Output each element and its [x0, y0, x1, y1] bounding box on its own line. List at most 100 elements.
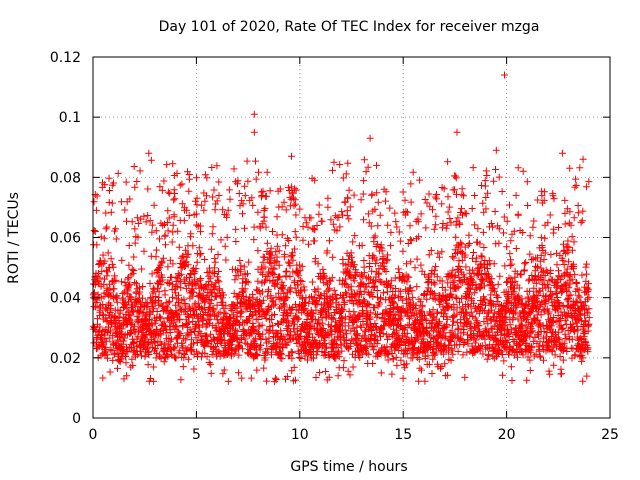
data-point: [519, 167, 527, 175]
data-point: [490, 177, 498, 185]
data-point: [125, 242, 133, 249]
data-point: [298, 277, 306, 285]
data-point: [190, 365, 198, 373]
data-point: [501, 71, 508, 79]
data-point: [237, 262, 245, 270]
data-point: [435, 319, 443, 327]
data-point: [470, 299, 478, 307]
data-point: [169, 281, 177, 289]
data-point: [553, 294, 561, 301]
data-point: [548, 290, 556, 298]
data-point: [571, 183, 579, 191]
data-point: [567, 291, 575, 299]
data-point: [264, 272, 272, 280]
data-point: [112, 293, 120, 301]
data-point: [267, 259, 275, 267]
data-point: [107, 327, 114, 335]
data-point: [235, 351, 243, 359]
data-point: [367, 288, 375, 296]
data-point: [561, 330, 569, 338]
data-point: [479, 199, 487, 207]
data-point: [312, 351, 320, 359]
data-point: [150, 377, 158, 385]
data-point: [147, 156, 155, 164]
data-point: [327, 216, 335, 224]
data-point: [584, 295, 591, 303]
data-point: [394, 265, 402, 273]
data-point: [250, 327, 258, 335]
data-point: [145, 149, 153, 157]
data-point: [319, 265, 327, 273]
data-point: [418, 301, 426, 309]
data-point: [211, 311, 218, 319]
data-point: [241, 335, 249, 343]
data-point: [164, 353, 172, 360]
data-point: [510, 227, 518, 235]
data-point: [402, 208, 410, 215]
data-point: [250, 236, 258, 244]
data-point: [185, 303, 193, 311]
data-point: [155, 265, 163, 273]
data-point: [432, 221, 440, 229]
data-point: [477, 260, 485, 268]
data-point: [219, 370, 227, 378]
data-point: [367, 309, 375, 317]
data-point: [484, 320, 492, 328]
data-point: [351, 232, 359, 240]
data-point: [278, 355, 286, 363]
data-point: [561, 317, 569, 325]
data-point: [325, 284, 333, 292]
data-point: [196, 222, 204, 230]
data-point: [171, 195, 179, 203]
data-point: [312, 374, 320, 381]
data-point: [339, 364, 347, 372]
data-point: [567, 221, 575, 229]
data-point: [185, 281, 193, 289]
data-point: [405, 288, 413, 295]
data-point: [285, 322, 293, 330]
data-point: [526, 356, 534, 364]
data-point: [291, 200, 299, 208]
data-point: [90, 227, 98, 234]
data-point: [166, 256, 174, 264]
data-point: [216, 285, 224, 293]
data-point: [550, 195, 558, 203]
data-point: [519, 229, 527, 236]
data-point: [316, 369, 324, 376]
data-point: [275, 247, 283, 255]
data-point: [374, 353, 382, 360]
data-point: [319, 325, 327, 332]
y-tick-label: 0: [72, 411, 81, 427]
data-point: [507, 237, 515, 245]
data-point: [577, 218, 585, 226]
data-point: [279, 282, 287, 290]
data-point: [118, 256, 126, 264]
data-point: [559, 257, 567, 265]
data-point: [368, 190, 376, 198]
data-point: [582, 183, 590, 191]
data-point: [93, 192, 101, 200]
data-point: [388, 370, 396, 378]
data-point: [454, 326, 462, 334]
data-point: [399, 247, 407, 255]
data-point: [579, 354, 587, 362]
chart-title: Day 101 of 2020, Rate Of TEC Index for r…: [159, 19, 540, 35]
data-point: [158, 273, 166, 281]
data-point: [424, 329, 432, 337]
data-point: [446, 215, 454, 222]
data-point: [320, 352, 328, 360]
data-point: [187, 329, 195, 336]
data-point: [165, 214, 173, 222]
data-point: [528, 343, 536, 351]
data-point: [102, 225, 110, 233]
data-point: [196, 251, 204, 259]
data-point: [575, 306, 583, 314]
data-point: [578, 217, 586, 225]
data-point: [118, 278, 126, 286]
data-point: [526, 287, 534, 295]
data-point: [407, 180, 415, 188]
data-point: [124, 275, 132, 283]
data-point: [184, 261, 192, 269]
data-point: [360, 257, 368, 264]
data-point: [107, 255, 115, 263]
